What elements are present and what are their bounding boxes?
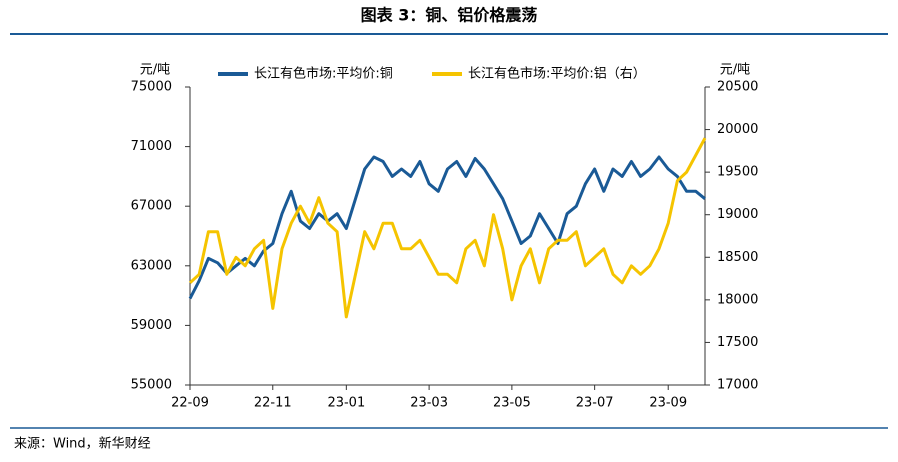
y2-tick-label: 20500 xyxy=(717,80,758,95)
y2-tick-label: 20000 xyxy=(717,122,758,137)
y-tick-label: 59000 xyxy=(131,318,172,333)
chart-title: 图表 3：铜、铝价格震荡 xyxy=(361,6,538,25)
legend-label: 长江有色市场:平均价:铝（右） xyxy=(468,66,646,82)
y-axis-label: 元/吨 xyxy=(140,63,170,78)
y2-tick-label: 17000 xyxy=(717,378,758,393)
x-tick-label: 22-11 xyxy=(254,396,292,411)
legend-label: 长江有色市场:平均价:铜 xyxy=(254,66,393,82)
x-tick-label: 23-07 xyxy=(576,396,614,411)
y2-tick-label: 17500 xyxy=(717,335,758,350)
x-tick-label: 22-09 xyxy=(171,396,209,411)
source: 来源：Wind，新华财经 xyxy=(14,436,151,452)
y-tick-label: 71000 xyxy=(131,139,172,154)
y2-tick-label: 19500 xyxy=(717,165,758,180)
y2-tick-label: 19000 xyxy=(717,207,758,222)
y2-tick-label: 18000 xyxy=(717,292,758,307)
y2-tick-label: 18500 xyxy=(717,250,758,265)
x-tick-label: 23-01 xyxy=(327,396,365,411)
series-line xyxy=(188,137,707,319)
y-tick-label: 55000 xyxy=(131,378,172,393)
x-tick-label: 23-09 xyxy=(649,396,687,411)
x-tick-label: 23-05 xyxy=(493,396,531,411)
y-tick-label: 63000 xyxy=(131,258,172,273)
y2-axis-label: 元/吨 xyxy=(720,63,750,78)
series-line xyxy=(188,155,706,300)
x-tick-label: 23-03 xyxy=(410,396,448,411)
y-tick-label: 67000 xyxy=(131,199,172,214)
y-tick-label: 75000 xyxy=(131,80,172,95)
